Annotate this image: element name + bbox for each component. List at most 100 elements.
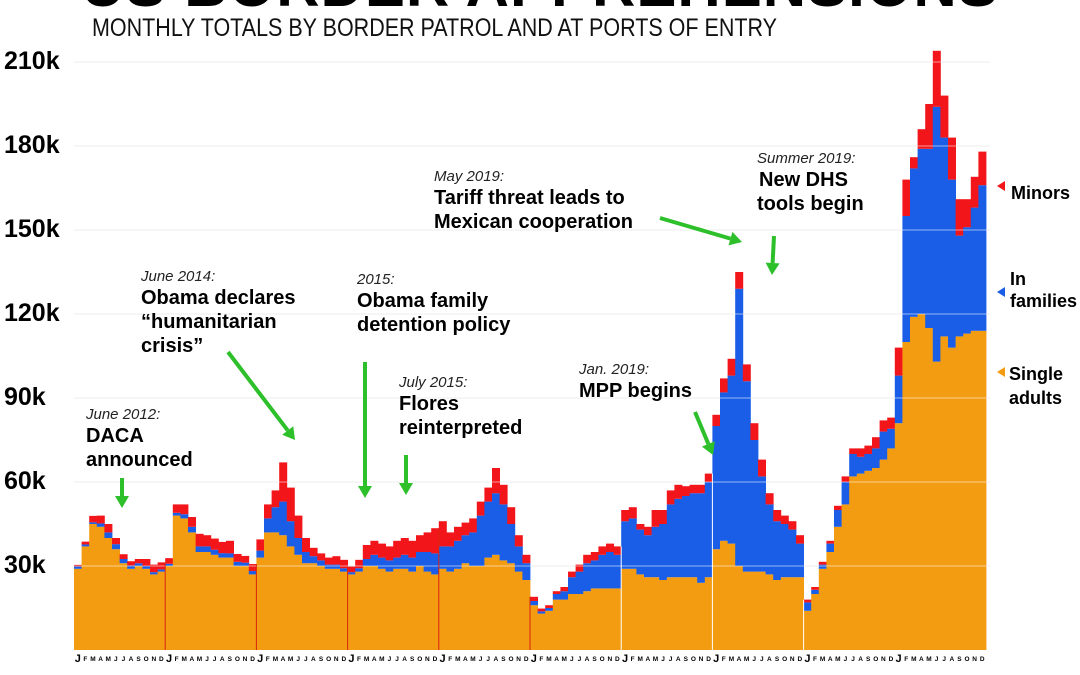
- x-tick-label: J: [304, 656, 308, 663]
- bar-in-families: [454, 540, 462, 569]
- x-tick-label: M: [288, 656, 293, 663]
- x-tick-label: M: [470, 656, 475, 663]
- x-tick-label: A: [372, 656, 377, 663]
- bar-in-families: [264, 518, 272, 533]
- bar-minors: [180, 504, 189, 515]
- bar-in-families: [712, 426, 721, 550]
- bar-in-families: [188, 526, 196, 533]
- x-tick-label: M: [181, 656, 186, 663]
- bar-minors: [514, 535, 523, 547]
- overlay-lines: [74, 61, 990, 650]
- bar-minors: [264, 504, 272, 519]
- x-tick-label: M: [455, 656, 460, 663]
- bar-in-families: [134, 563, 143, 566]
- x-tick-label: J: [661, 656, 665, 663]
- x-tick-label: A: [220, 656, 225, 663]
- bar-in-families: [96, 523, 105, 527]
- bar-in-families: [408, 557, 417, 572]
- bar-minors: [119, 554, 128, 559]
- x-tick-label: A: [463, 656, 468, 663]
- annotation-flores: July 2015: Flores reinterpreted: [399, 373, 522, 440]
- y-tick-label: 210k: [4, 47, 60, 75]
- bar-minors: [385, 546, 394, 561]
- bar-single-adults: [704, 577, 713, 650]
- x-tick-label: M: [653, 656, 658, 663]
- bar-in-families: [910, 168, 918, 317]
- bar-minors: [560, 587, 569, 592]
- bar-minors: [294, 515, 303, 538]
- bar-in-families: [621, 521, 630, 569]
- bar-minors: [948, 137, 956, 180]
- x-tick-label: F: [83, 656, 87, 663]
- bar-minors: [917, 129, 926, 149]
- annotation-arrow-shaft: [659, 216, 732, 241]
- bar-minors: [742, 364, 751, 382]
- chart-title: US BORDER APPREHENSIONS: [40, 0, 1040, 16]
- bar-single-adults: [370, 566, 379, 650]
- annotation-text-line: Flores: [399, 393, 460, 415]
- x-tick-label: J: [942, 656, 946, 663]
- bar-single-adults: [583, 591, 592, 650]
- bar-minors: [355, 559, 364, 569]
- bar-in-families: [902, 216, 911, 342]
- bar-in-families: [233, 561, 242, 566]
- bar-in-families: [226, 553, 234, 558]
- annotation-daca: June 2012: DACA announced: [86, 405, 193, 472]
- bar-in-families: [89, 522, 98, 524]
- bar-in-families: [826, 543, 835, 552]
- bar-in-families: [499, 504, 508, 561]
- bar-minors: [841, 476, 850, 482]
- x-tick-label: A: [554, 656, 559, 663]
- bar-minors: [636, 524, 645, 530]
- bar-minors: [826, 540, 835, 544]
- bar-in-families: [613, 554, 622, 589]
- bar-in-families: [218, 553, 227, 558]
- annotation-text-line: Obama declares: [141, 287, 296, 309]
- bar-minors: [811, 587, 820, 590]
- bar-single-adults: [955, 336, 964, 650]
- bar-minors: [803, 599, 812, 603]
- x-tick-label: M: [546, 656, 551, 663]
- bar-single-adults: [659, 580, 668, 650]
- annotation-mpp: Jan. 2019: MPP begins: [579, 360, 692, 403]
- x-tick-label: F: [722, 656, 726, 663]
- x-tick-label: J: [669, 656, 673, 663]
- bar-single-adults: [674, 577, 683, 650]
- x-tick-label: A: [737, 656, 742, 663]
- bar-in-families: [735, 288, 744, 566]
- bar-single-adults: [484, 557, 493, 650]
- bar-single-adults: [651, 577, 660, 650]
- bar-single-adults: [978, 330, 987, 650]
- x-tick-label: J: [804, 653, 810, 665]
- x-tick-label: O: [144, 656, 149, 663]
- bar-minors: [507, 507, 516, 524]
- annotation-date: Summer 2019:: [757, 150, 856, 167]
- bar-single-adults: [575, 594, 584, 650]
- x-tick-label: S: [136, 656, 141, 663]
- bar-single-adults: [872, 468, 880, 650]
- bar-minors: [689, 484, 698, 494]
- bar-minors: [773, 510, 782, 522]
- bar-minors: [400, 538, 409, 555]
- bar-single-adults: [248, 574, 257, 650]
- bar-in-families: [416, 552, 424, 566]
- bar-minors: [172, 504, 181, 513]
- bar-in-families: [294, 538, 303, 555]
- bar-single-adults: [834, 526, 842, 650]
- bar-minors: [849, 448, 858, 454]
- bar-in-families: [552, 594, 561, 600]
- annotation-date: June 2014:: [141, 268, 216, 285]
- bar-minors: [370, 540, 379, 555]
- bar-minors: [537, 608, 546, 612]
- bar-single-adults: [598, 588, 607, 650]
- bar-in-families: [758, 476, 766, 572]
- bar-minors: [780, 515, 789, 524]
- bar-minors: [210, 538, 219, 550]
- bar-minors: [233, 553, 242, 562]
- x-tick-label: D: [706, 656, 711, 663]
- bar-single-adults: [735, 566, 744, 650]
- bar-in-families: [309, 556, 318, 564]
- bar-in-families: [659, 524, 668, 580]
- bar-in-families: [446, 546, 455, 572]
